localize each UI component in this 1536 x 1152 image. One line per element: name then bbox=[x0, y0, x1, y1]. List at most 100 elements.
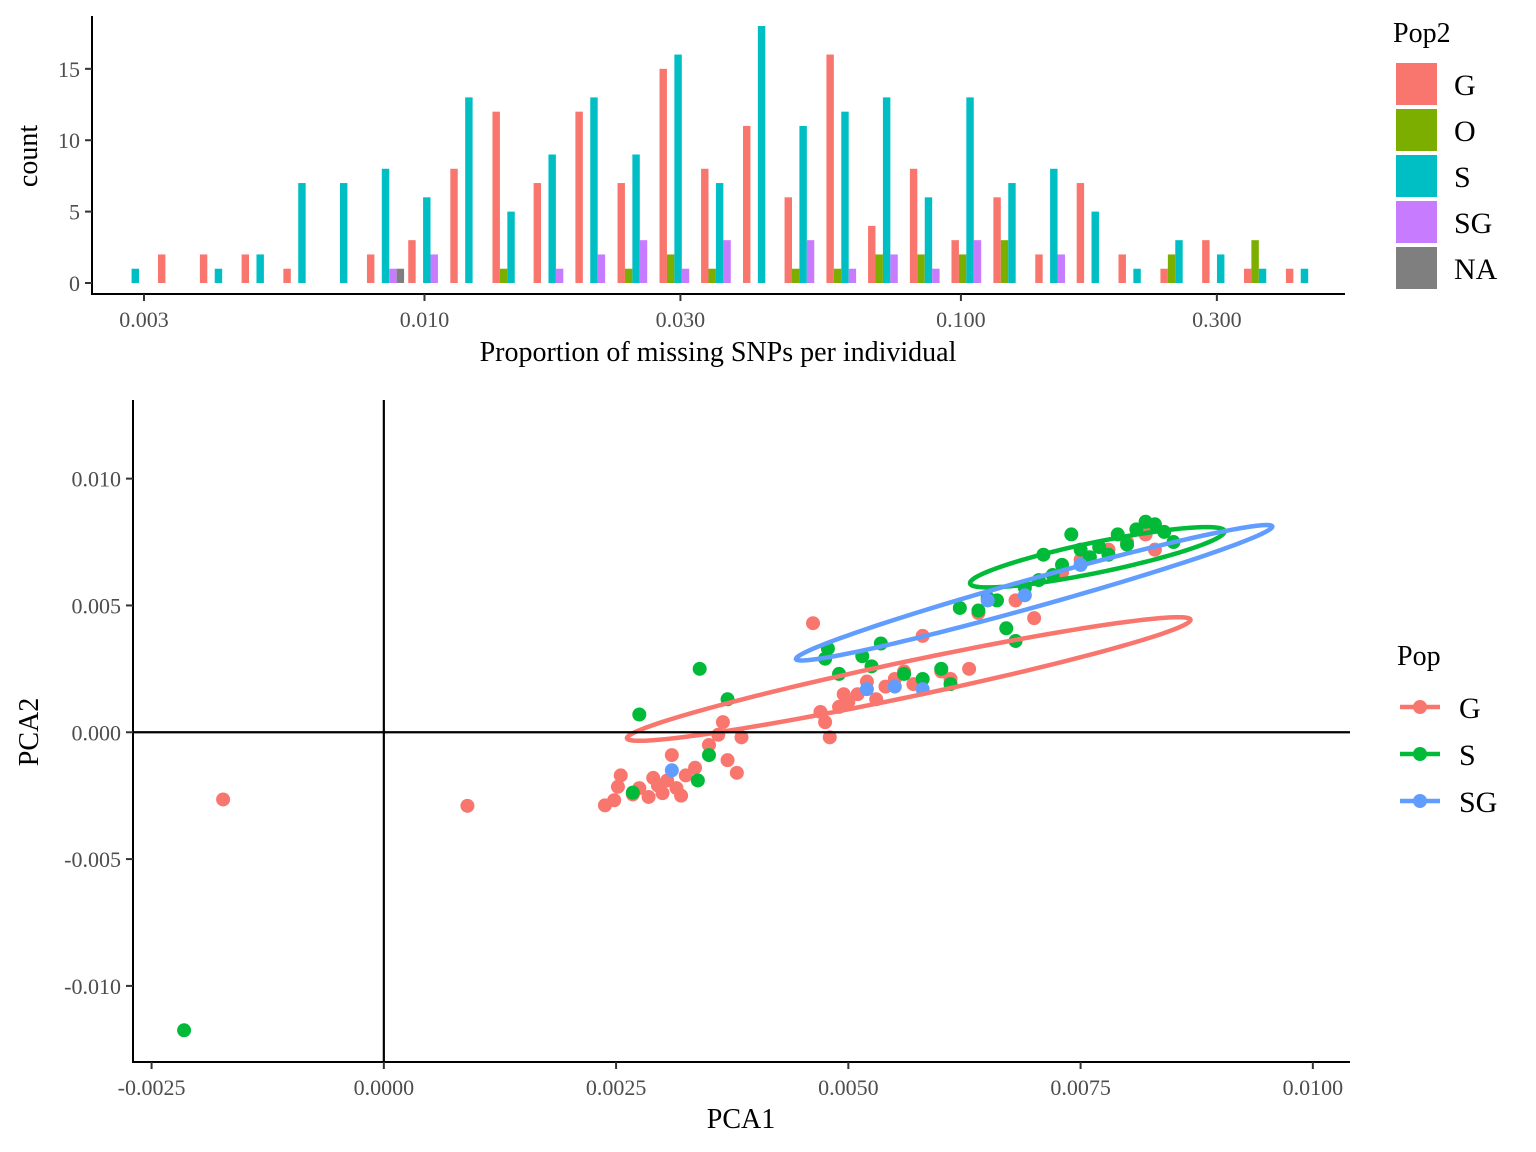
hist-bar-s bbox=[256, 254, 264, 283]
pca-point-g bbox=[607, 793, 622, 808]
pca-x-tick-label: 0.0100 bbox=[1283, 1075, 1344, 1100]
pca-x-tick-label: 0.0050 bbox=[818, 1075, 879, 1100]
pca-x-tick-label: 0.0075 bbox=[1050, 1075, 1111, 1100]
pca-point-s bbox=[692, 661, 707, 676]
hist-y-tick-label: 15 bbox=[58, 57, 80, 82]
hist-bar-o bbox=[1251, 240, 1259, 283]
hist-bar-o bbox=[708, 268, 716, 283]
hist-bar-g bbox=[868, 225, 876, 283]
pca-point-g bbox=[729, 765, 744, 780]
hist-bar-g bbox=[784, 197, 792, 283]
hist-x-tick-label: 0.100 bbox=[936, 307, 986, 332]
hist-bar-sg bbox=[681, 268, 690, 283]
hist-bar-g bbox=[575, 111, 583, 283]
pca-ellipses bbox=[624, 522, 1275, 744]
pca-point-s bbox=[1120, 537, 1135, 552]
pca-point-sg bbox=[887, 679, 902, 694]
pca-point-g bbox=[734, 730, 749, 745]
pca-y-tick-label: -0.005 bbox=[64, 847, 121, 872]
pca-point-g bbox=[822, 730, 837, 745]
hist-bar-sg bbox=[430, 254, 438, 283]
pca-x-ticks: -0.0025 0.0000 0.0025 0.0050 0.0075 0.0100 bbox=[118, 1062, 1343, 1100]
pca-point-g bbox=[715, 715, 730, 730]
pca-point-s bbox=[690, 773, 705, 788]
hist-bar-s bbox=[548, 154, 556, 283]
hist-bar-s bbox=[1008, 183, 1016, 283]
pca-point-g bbox=[1027, 611, 1042, 626]
hist-bar-o bbox=[624, 268, 633, 283]
pca-ellipse-g bbox=[624, 614, 1193, 744]
hist-bar-g bbox=[951, 240, 959, 283]
hist-bar-sg bbox=[932, 268, 940, 283]
hist-y-axis-title: count bbox=[13, 125, 44, 187]
hist-bar-g bbox=[283, 268, 291, 283]
hist-bar-g bbox=[1035, 254, 1043, 283]
hist-bar-s bbox=[1258, 268, 1267, 283]
pca-legend: Pop GS SG bbox=[1397, 641, 1497, 819]
hist-bar-s bbox=[507, 211, 515, 283]
hist-bar-g bbox=[993, 197, 1001, 283]
pca-legend-title: Pop bbox=[1397, 641, 1441, 672]
pca-legend-dot-s bbox=[1413, 747, 1427, 761]
hist-y-tick-label: 5 bbox=[69, 200, 80, 225]
hist-bar-g bbox=[701, 168, 709, 283]
pca-legend-dot-sg bbox=[1413, 794, 1427, 808]
hist-bar-s bbox=[1175, 240, 1183, 283]
pca-point-g bbox=[641, 789, 656, 804]
pca-point-g bbox=[720, 753, 735, 768]
hist-bar-g bbox=[408, 240, 416, 283]
pca-point-s bbox=[952, 600, 967, 615]
hist-bar-s bbox=[298, 183, 306, 283]
pca-point-g bbox=[655, 786, 670, 801]
pca-points bbox=[177, 514, 1181, 1038]
pca-point-g bbox=[613, 768, 628, 783]
pca-point-g bbox=[701, 737, 716, 752]
hist-bar-s bbox=[1300, 268, 1309, 283]
pca-legend-label-g: G bbox=[1459, 692, 1481, 725]
pca-point-g bbox=[818, 715, 833, 730]
pca-point-s bbox=[999, 621, 1014, 636]
pca-ellipse-sg bbox=[793, 522, 1275, 663]
pca-point-s bbox=[625, 785, 640, 800]
hist-bar-g bbox=[533, 183, 542, 283]
pca-point-s bbox=[971, 603, 986, 618]
hist-bar-o bbox=[666, 254, 675, 283]
hist-legend-title: Pop2 bbox=[1393, 18, 1451, 49]
hist-bar-g bbox=[450, 168, 458, 283]
hist-bar-s bbox=[799, 125, 807, 283]
hist-bar-s bbox=[1050, 168, 1058, 283]
pca-y-tick-label: 0.010 bbox=[72, 467, 122, 492]
pca-point-s bbox=[701, 748, 716, 763]
pca-legend-label-sg: SG bbox=[1459, 786, 1497, 819]
hist-bar-sg bbox=[389, 268, 397, 283]
pca-point-g bbox=[664, 748, 679, 763]
pca-point-s bbox=[632, 707, 647, 722]
hist-y-tick-label: 0 bbox=[69, 271, 80, 296]
hist-bar-o bbox=[875, 254, 883, 283]
pca-point-s bbox=[1064, 527, 1079, 542]
hist-bar-o bbox=[791, 268, 800, 283]
hist-bar-g bbox=[492, 111, 500, 283]
hist-bar-s bbox=[715, 183, 724, 283]
hist-bar-g bbox=[1285, 268, 1294, 283]
hist-legend-label-o: O bbox=[1454, 115, 1476, 148]
hist-bar-s bbox=[1091, 211, 1099, 283]
hist-bar-o bbox=[917, 254, 925, 283]
hist-legend-key-g bbox=[1396, 63, 1437, 105]
hist-bar-na bbox=[396, 268, 405, 283]
hist-bar-g bbox=[1202, 240, 1210, 283]
pca-point-s bbox=[934, 661, 949, 676]
hist-legend-key-sg bbox=[1396, 201, 1437, 243]
hist-bar-g bbox=[659, 68, 667, 283]
hist-bar-s bbox=[381, 168, 390, 283]
hist-x-tick-label: 0.300 bbox=[1192, 307, 1242, 332]
hist-bar-s bbox=[757, 25, 766, 284]
hist-legend-label-sg: SG bbox=[1454, 207, 1492, 240]
hist-bar-sg bbox=[555, 268, 564, 283]
hist-bar-s bbox=[131, 268, 139, 283]
hist-bar-s bbox=[1133, 268, 1141, 283]
hist-x-tick-label: 0.010 bbox=[400, 307, 450, 332]
pca-ellipse-s bbox=[967, 524, 1227, 590]
hist-bar-s bbox=[924, 197, 933, 283]
pca-y-axis-title: PCA2 bbox=[14, 698, 45, 766]
